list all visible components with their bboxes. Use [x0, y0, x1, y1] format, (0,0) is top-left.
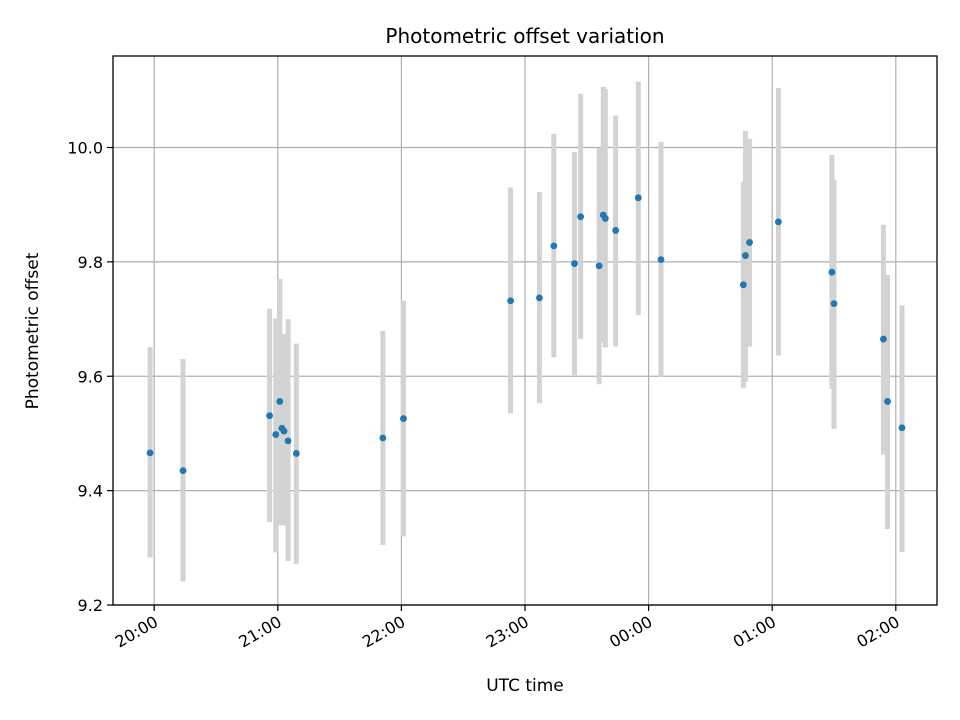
y-tick-label: 9.2 — [78, 596, 103, 615]
data-point — [536, 294, 543, 302]
y-tick-label: 9.6 — [78, 367, 103, 386]
x-tick-label: 22:00 — [359, 612, 408, 652]
data-point — [400, 415, 407, 422]
data-point — [179, 467, 187, 475]
data-point — [884, 398, 891, 405]
x-tick-label: 21:00 — [235, 612, 284, 652]
y-tick-label: 9.8 — [78, 253, 103, 272]
data-point — [280, 427, 288, 435]
data-point — [746, 239, 753, 246]
data-point — [272, 431, 280, 438]
data-point — [880, 335, 887, 343]
data-point — [571, 260, 578, 267]
y-axis-label: Photometric offset — [23, 252, 43, 409]
data-point — [739, 281, 747, 289]
data-point — [379, 434, 387, 442]
data-point — [774, 218, 782, 226]
data-point — [601, 215, 609, 222]
data-point — [146, 449, 154, 457]
data-point — [830, 300, 838, 308]
data-point — [742, 252, 749, 259]
data-point — [284, 437, 292, 445]
chart-title: Photometric offset variation — [385, 24, 664, 48]
data-point — [612, 227, 620, 234]
point-layer — [146, 194, 906, 475]
data-point — [898, 424, 906, 432]
data-point — [577, 213, 585, 221]
data-point — [292, 450, 300, 457]
x-tick-label: 02:00 — [853, 612, 902, 652]
data-point — [507, 297, 514, 305]
y-axis-ticks: 9.2 9.4 9.6 9.8 10.0 — [67, 139, 113, 615]
x-tick-label: 00:00 — [606, 612, 655, 652]
data-point — [657, 256, 665, 263]
x-axis-label: UTC time — [486, 676, 564, 696]
x-tick-label: 01:00 — [730, 612, 779, 652]
y-tick-label: 10.0 — [67, 139, 103, 158]
x-tick-label: 23:00 — [483, 612, 532, 652]
data-point — [828, 268, 836, 276]
x-axis-ticks: 20:00 21:00 22:00 23:00 00:00 01:00 02:00 — [112, 605, 903, 652]
data-point — [595, 262, 603, 270]
data-point — [276, 398, 284, 405]
y-tick-label: 9.4 — [78, 482, 103, 501]
x-tick-label: 20:00 — [112, 612, 161, 652]
data-point — [550, 242, 558, 250]
data-point — [634, 194, 642, 202]
data-point — [266, 412, 273, 420]
